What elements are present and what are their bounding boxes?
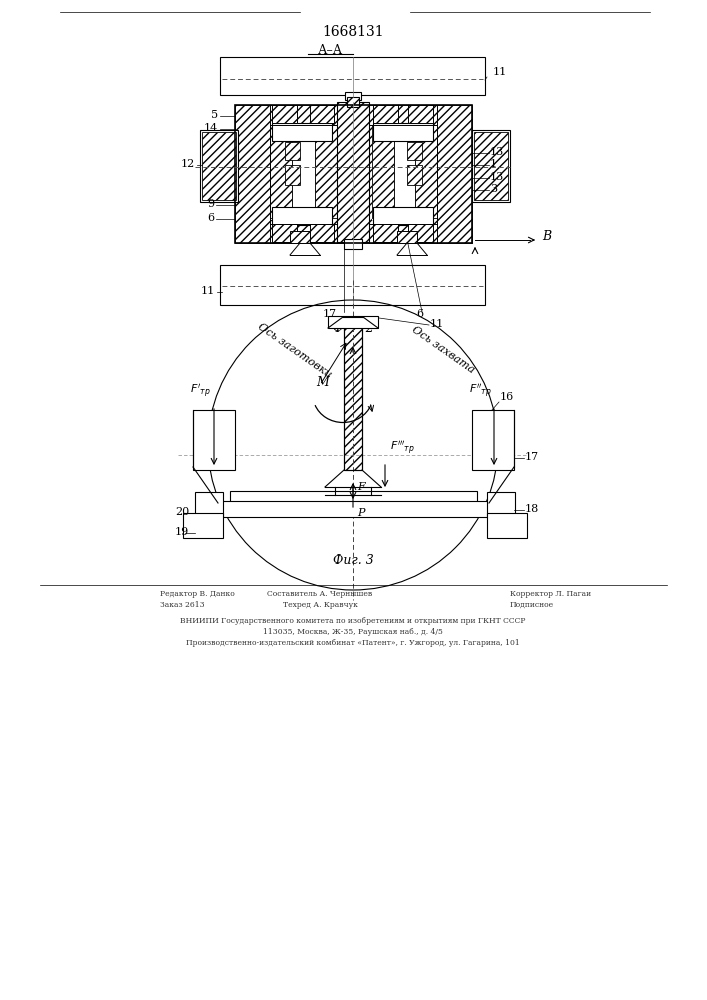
Bar [235,105,472,243]
Bar [272,207,332,225]
Text: Техред А. Кравчук: Техред А. Кравчук [283,601,358,609]
Text: Фиг. 2: Фиг. 2 [332,322,373,334]
Text: F: F [357,482,365,492]
Bar [345,92,361,100]
Bar [272,123,332,141]
Text: ВНИИПИ Государственного комитета по изобретениям и открытиям при ГКНТ СССР: ВНИИПИ Государственного комитета по изоб… [180,617,526,625]
Text: 1: 1 [490,159,497,169]
Bar [270,125,292,218]
Bar [373,123,433,141]
Text: Корректор Л. Пагаи: Корректор Л. Пагаи [510,590,591,598]
Bar [220,57,485,95]
Bar [183,513,223,538]
Bar [310,224,334,242]
Bar [218,501,489,517]
Text: Составитель А. Чернышев: Составитель А. Чернышев [267,590,373,598]
Bar [220,265,485,305]
Text: 6: 6 [416,309,423,319]
Text: 13: 13 [490,172,504,182]
Text: В: В [542,231,551,243]
Bar [310,105,334,123]
Bar [193,410,235,470]
Bar [344,325,362,470]
Text: 19: 19 [175,527,189,537]
Text: 113035, Москва, Ж-35, Раушская наб., д. 4/5: 113035, Москва, Ж-35, Раушская наб., д. … [263,628,443,636]
Text: 12: 12 [181,159,195,169]
Bar [344,239,362,249]
Bar [272,224,297,242]
Bar [373,224,398,242]
Text: 1668131: 1668131 [322,25,384,39]
Bar [290,231,310,243]
Bar [408,224,433,242]
Bar [407,165,422,185]
Bar [315,125,337,218]
Text: 11: 11 [493,67,507,77]
Text: 11: 11 [430,319,444,329]
Text: 17: 17 [525,452,539,462]
Bar [474,132,508,200]
Text: 9: 9 [207,199,214,209]
Bar [195,492,223,517]
Bar [472,130,510,202]
Bar [407,142,422,160]
Bar [408,105,433,123]
Bar [230,491,477,503]
Bar [285,165,300,185]
Bar [372,125,437,220]
Bar [373,207,433,225]
Text: Заказ 2613: Заказ 2613 [160,601,204,609]
Text: 6: 6 [207,213,214,223]
Text: Ось заготовки: Ось заготовки [257,322,334,380]
Bar [397,231,417,243]
Text: 11: 11 [201,286,215,296]
Bar [487,513,527,538]
Text: $F''_{тр}$: $F''_{тр}$ [469,383,491,400]
Bar [337,102,369,242]
Text: $F'_{тр}$: $F'_{тр}$ [189,383,211,400]
Bar [285,142,300,160]
Text: 18: 18 [525,504,539,514]
Bar [347,97,359,107]
Text: 3: 3 [490,184,497,194]
Bar [487,492,515,517]
Bar [372,125,394,218]
Text: 14: 14 [204,123,218,133]
Text: $F'''_{тр}$: $F'''_{тр}$ [390,440,415,457]
Text: Р: Р [357,508,365,518]
Bar [394,125,415,218]
Text: 17: 17 [323,309,337,319]
Bar [202,132,236,200]
Bar [200,130,238,202]
Text: Подписное: Подписное [510,601,554,609]
Bar [235,105,472,243]
Bar [344,325,362,470]
Text: 16: 16 [500,392,514,402]
Bar [292,125,315,218]
Text: Ось захвата: Ось захвата [410,324,477,375]
Bar [472,410,514,470]
Text: А–А: А–А [317,43,343,56]
Text: 5: 5 [211,110,218,120]
Bar [347,240,359,245]
Text: 13: 13 [490,147,504,157]
Text: Производственно-издательский комбинат «Патент», г. Ужгород, ул. Гагарина, 101: Производственно-издательский комбинат «П… [186,639,520,647]
Bar [272,105,297,123]
Bar [270,125,335,210]
Text: 20: 20 [175,507,189,517]
Bar [270,125,335,220]
Text: Редактор В. Данко: Редактор В. Данко [160,590,235,598]
Bar [328,316,378,328]
Bar [373,105,398,123]
Bar [415,125,437,218]
Text: Фиг. 3: Фиг. 3 [332,554,373,566]
Text: М: М [317,376,329,389]
